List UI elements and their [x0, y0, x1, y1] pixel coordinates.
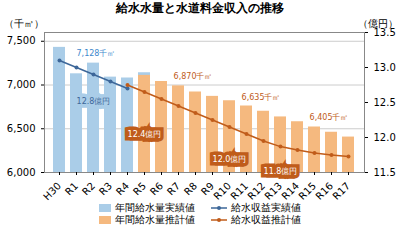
svg-text:11.5: 11.5 — [374, 167, 396, 178]
svg-text:R8: R8 — [182, 180, 199, 197]
svg-text:R12: R12 — [245, 180, 267, 202]
svg-text:R3: R3 — [97, 180, 114, 197]
svg-text:6,500: 6,500 — [7, 123, 36, 134]
svg-text:12.4億円: 12.4億円 — [128, 130, 162, 139]
svg-text:12.8億円: 12.8億円 — [77, 97, 111, 106]
svg-text:12.0: 12.0 — [374, 132, 396, 143]
html-text:年間給水量実績値: 年間給水量実績値 — [115, 202, 195, 213]
svg-text:R11: R11 — [228, 180, 250, 202]
html-text:給水水量と水道料金収入の推移: 給水水量と水道料金収入の推移 — [116, 1, 284, 15]
svg-text:6,635千㎥: 6,635千㎥ — [242, 92, 281, 101]
svg-text:R15: R15 — [296, 180, 318, 202]
svg-text:13.0: 13.0 — [374, 62, 396, 73]
svg-text:12.0億円: 12.0億円 — [213, 155, 247, 164]
svg-text:R14: R14 — [279, 180, 301, 202]
svg-text:7,500: 7,500 — [7, 35, 36, 46]
svg-text:R1: R1 — [63, 180, 80, 197]
svg-text:6,000: 6,000 — [7, 167, 36, 178]
svg-text:R10: R10 — [211, 180, 233, 202]
html-text:年間給水量推計値: 年間給水量推計値 — [115, 214, 195, 225]
svg-text:7,000: 7,000 — [7, 79, 36, 90]
svg-text:6,405千㎥: 6,405千㎥ — [310, 113, 349, 122]
svg-text:R2: R2 — [80, 180, 97, 197]
svg-text:R6: R6 — [148, 180, 165, 197]
svg-text:R9: R9 — [199, 180, 217, 198]
svg-text:R17: R17 — [330, 180, 352, 202]
svg-text:13.5: 13.5 — [373, 26, 396, 38]
svg-text:（千㎥）: （千㎥） — [4, 18, 44, 29]
html-text:給水収益実績値: 給水収益実績値 — [231, 202, 301, 213]
svg-text:R7: R7 — [165, 180, 182, 197]
svg-text:11.8億円: 11.8億円 — [264, 167, 298, 176]
svg-text:（億円）: （億円） — [358, 18, 398, 29]
svg-text:R16: R16 — [313, 180, 335, 202]
svg-text:R4: R4 — [114, 180, 131, 197]
svg-text:12.5: 12.5 — [374, 97, 396, 108]
html-text:給水収益推計値: 給水収益推計値 — [231, 214, 301, 225]
svg-text:7,128千㎥: 7,128千㎥ — [77, 49, 116, 58]
svg-text:R5: R5 — [131, 180, 148, 197]
svg-text:R13: R13 — [262, 180, 284, 202]
svg-text:H30: H30 — [41, 180, 63, 202]
svg-text:6,870千㎥: 6,870千㎥ — [174, 72, 213, 81]
